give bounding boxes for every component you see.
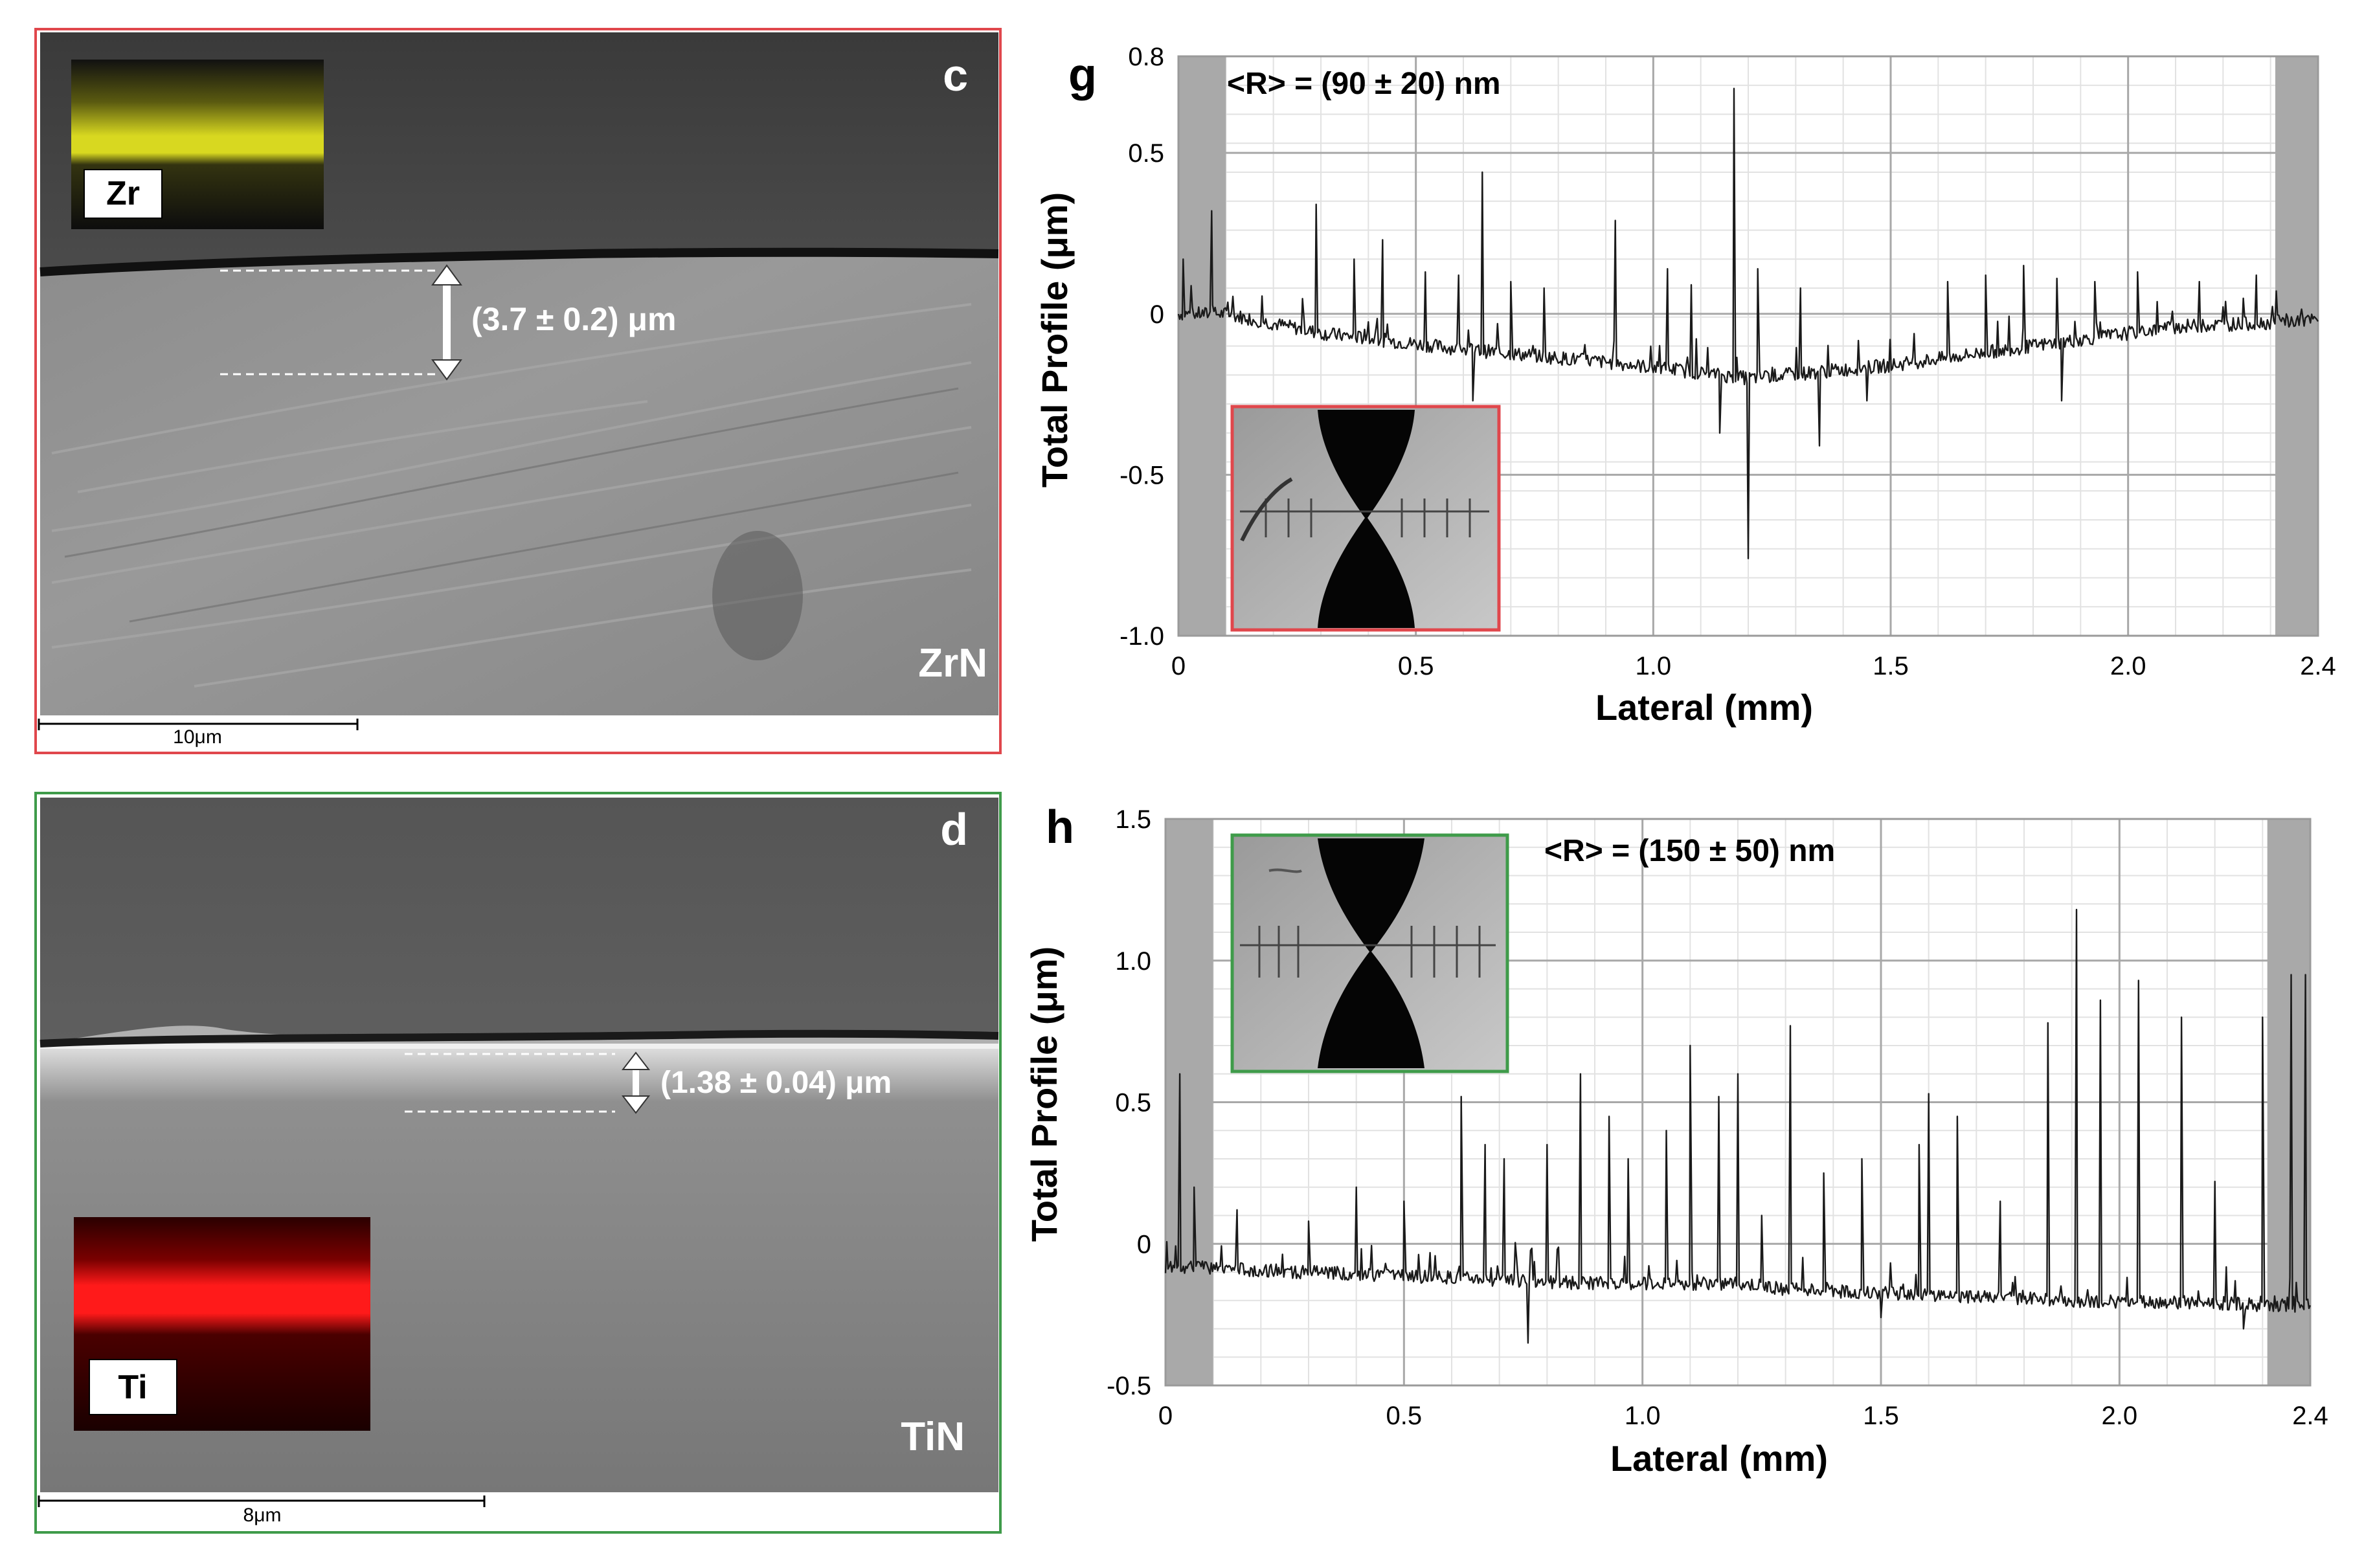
shaded-regions xyxy=(1178,56,2318,636)
panel-letter: h xyxy=(1046,801,1074,853)
sem-dark-spot xyxy=(712,531,803,660)
inset-micrograph xyxy=(1230,405,1501,632)
y-tick-label: 0.5 xyxy=(1115,1089,1151,1117)
x-tick-labels: 0 0.5 1.0 1.5 2.0 2.4 xyxy=(1158,1402,2328,1430)
profile-series xyxy=(1177,87,2319,559)
sem-interface-line xyxy=(39,247,999,276)
thickness-arrow xyxy=(621,1051,651,1114)
material-label: TiN xyxy=(901,1415,965,1459)
series-line xyxy=(1177,87,2319,559)
x-tick-label: 2.0 xyxy=(2102,1402,2138,1430)
y-tick-label: -1.0 xyxy=(1120,622,1164,651)
thickness-label: (1.38 ± 0.04) μm xyxy=(660,1066,892,1100)
profile-chart-h: h 1.51.00.50-0.5 0 0.5 1.0 1.5 2.0 2.4 <R> = … xyxy=(1024,801,2328,1479)
panel-letter: c xyxy=(943,50,968,100)
shaded-region xyxy=(2275,56,2318,636)
plot-frame xyxy=(1177,55,2319,637)
thickness-label: (3.7 ± 0.2) μm xyxy=(471,301,676,337)
x-tick-label: 1.5 xyxy=(1873,652,1909,680)
x-tick-label: 2.0 xyxy=(2110,652,2146,680)
panel-letter: d xyxy=(940,804,968,855)
x-tick-label: 0 xyxy=(1158,1402,1173,1430)
sem-scalebar-strip xyxy=(40,1492,998,1530)
roughness-annotation: <R> = (150 ± 50) nm xyxy=(1544,834,1835,868)
x-tick-label: 1.0 xyxy=(1625,1402,1661,1430)
y-tick-label: 0.5 xyxy=(1128,139,1164,168)
y-tick-label: 1.0 xyxy=(1115,947,1151,976)
y-tick-label: 0 xyxy=(1150,300,1164,329)
x-tick-label: 1.5 xyxy=(1863,1402,1899,1430)
sem-panel-c: Zr c ZrN (3.7 ± 0.2) μm 10μm xyxy=(34,28,1002,754)
y-tick-label: -0.5 xyxy=(1107,1372,1151,1400)
y-tick-labels: 0.8 0.5 0 -0.5 -1.0 xyxy=(1120,43,1164,651)
shaded-regions xyxy=(1165,819,2310,1385)
sem-coating-region xyxy=(40,798,998,1044)
x-axis-label: Lateral (mm) xyxy=(1595,687,1813,728)
y-axis-label: Total Profile (μm) xyxy=(1034,192,1075,487)
y-tick-label: 0.8 xyxy=(1128,43,1164,71)
x-tick-label: 0.5 xyxy=(1386,1402,1423,1430)
roughness-annotation: <R> = (90 ± 20) nm xyxy=(1227,67,1501,101)
x-tick-labels: 0 0.5 1.0 1.5 2.0 2.4 xyxy=(1171,652,2336,680)
x-tick-label: 2.4 xyxy=(2300,652,2336,680)
x-tick-label: 2.4 xyxy=(2292,1402,2328,1430)
inset-micrograph xyxy=(1230,833,1509,1073)
shaded-region xyxy=(1165,819,1213,1385)
x-tick-label: 1.0 xyxy=(1636,652,1672,680)
x-axis-label: Lateral (mm) xyxy=(1610,1438,1828,1479)
sem-scalebar-strip xyxy=(40,715,998,751)
scale-bar xyxy=(38,719,359,730)
eds-label-box xyxy=(84,169,163,219)
profile-chart-g: g 0.8 0.5 0 -0.5 -1.0 0 0.5 1.0 1.5 2.0 2.4 <R> =… xyxy=(1034,43,2336,728)
sem-texture xyxy=(51,303,972,688)
panel-letter: g xyxy=(1068,49,1097,101)
eds-label: Ti xyxy=(118,1369,147,1406)
y-tick-label: 1.5 xyxy=(1115,805,1151,834)
eds-label: Zr xyxy=(106,175,140,212)
profile-series xyxy=(1164,908,2312,1344)
y-tick-label: 0 xyxy=(1137,1230,1151,1259)
y-axis-label: Total Profile (μm) xyxy=(1024,946,1064,1242)
shaded-region xyxy=(1178,56,1226,636)
material-label: ZrN xyxy=(918,641,987,686)
y-tick-labels: 1.5 1.0 0.5 0 -0.5 xyxy=(1107,805,1151,1400)
eds-label-box xyxy=(89,1359,177,1415)
thickness-arrow xyxy=(431,264,462,381)
sem-panel-d: Ti d TiN (1.38 ± 0.04) μm 8μm xyxy=(34,792,1002,1534)
series-line xyxy=(1164,908,2312,1344)
plot-frame xyxy=(1164,818,2312,1387)
scale-bar-label: 8μm xyxy=(243,1505,282,1526)
sem-interface-line xyxy=(39,1029,999,1047)
y-tick-label: -0.5 xyxy=(1120,461,1164,489)
scale-bar-label: 10μm xyxy=(173,726,222,748)
x-tick-label: 0 xyxy=(1171,652,1186,680)
x-tick-label: 0.5 xyxy=(1398,652,1434,680)
scale-bar xyxy=(38,1495,486,1507)
